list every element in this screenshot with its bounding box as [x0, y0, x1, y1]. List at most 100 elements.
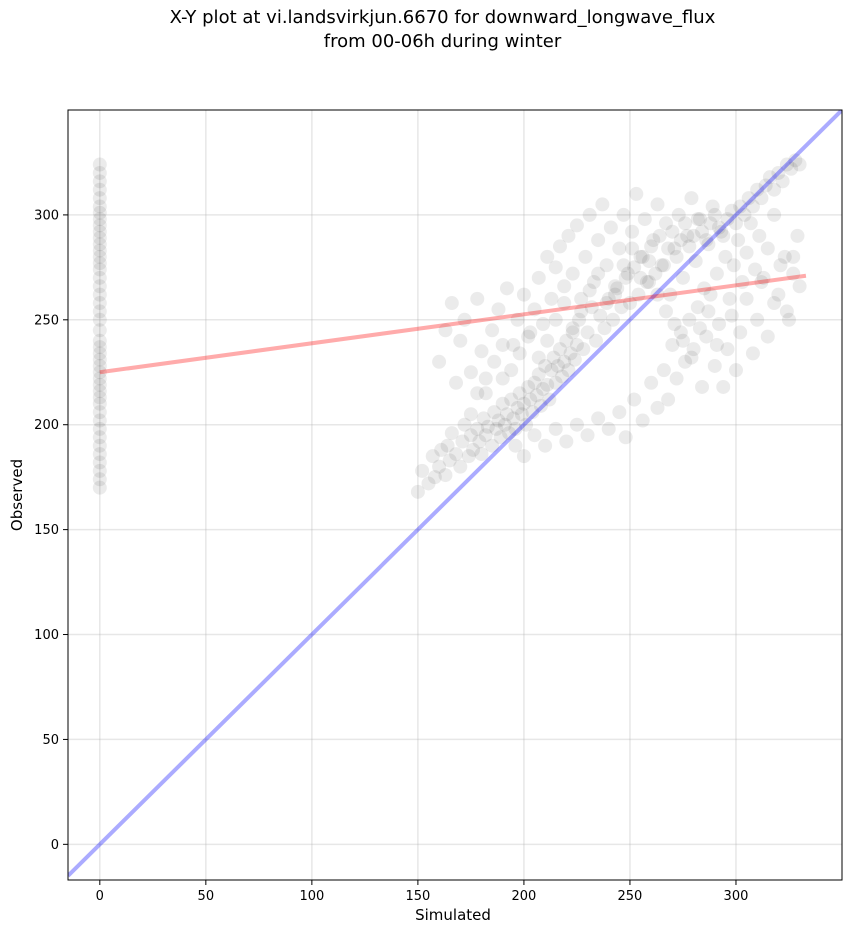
data-point	[663, 287, 678, 302]
data-point	[788, 153, 803, 168]
data-point	[565, 321, 580, 336]
data-point	[773, 258, 788, 273]
data-point	[586, 275, 601, 290]
data-point	[750, 312, 765, 327]
data-point	[622, 296, 637, 311]
data-point	[650, 287, 665, 302]
data-point	[470, 386, 485, 401]
data-point	[692, 212, 707, 227]
data-point	[449, 447, 464, 462]
data-point	[525, 405, 540, 420]
y-tick-label: 250	[34, 313, 59, 328]
data-point	[656, 258, 671, 273]
data-point	[92, 421, 107, 436]
x-tick-label: 0	[96, 889, 104, 904]
data-point	[449, 375, 464, 390]
data-point	[603, 220, 618, 235]
data-point	[499, 281, 514, 296]
data-point	[478, 428, 493, 443]
y-tick-label: 0	[51, 838, 59, 853]
data-point	[561, 228, 576, 243]
data-point	[92, 396, 107, 411]
data-point	[506, 337, 521, 352]
data-point	[735, 275, 750, 290]
data-point	[695, 224, 710, 239]
data-point	[701, 304, 716, 319]
data-point	[731, 233, 746, 248]
data-point	[716, 228, 731, 243]
y-tick-label: 300	[34, 208, 59, 223]
data-point	[739, 245, 754, 260]
data-point	[699, 233, 714, 248]
x-tick-label: 150	[405, 889, 430, 904]
data-point	[756, 270, 771, 285]
data-point	[779, 304, 794, 319]
data-point	[92, 243, 107, 258]
data-point	[777, 249, 792, 264]
data-point	[758, 178, 773, 193]
data-point	[728, 216, 743, 231]
x-tick-label: 200	[512, 889, 537, 904]
data-point	[531, 270, 546, 285]
data-point	[605, 312, 620, 327]
data-point	[92, 224, 107, 239]
data-point	[574, 291, 589, 306]
data-point	[739, 291, 754, 306]
data-point	[584, 300, 599, 315]
data-point	[453, 459, 468, 474]
data-point	[92, 413, 107, 428]
data-point	[745, 199, 760, 214]
data-point	[642, 275, 657, 290]
data-point	[737, 207, 752, 222]
data-point	[92, 447, 107, 462]
data-point	[92, 480, 107, 495]
data-point	[720, 342, 735, 357]
data-point	[646, 233, 661, 248]
data-point	[686, 228, 701, 243]
data-point	[504, 392, 519, 407]
data-point	[516, 287, 531, 302]
data-point	[724, 308, 739, 323]
data-point	[499, 407, 514, 422]
data-point	[675, 270, 690, 285]
data-point	[559, 333, 574, 348]
data-point	[675, 333, 690, 348]
data-point	[673, 325, 688, 340]
data-point	[567, 352, 582, 367]
data-point	[775, 174, 790, 189]
data-point	[521, 379, 536, 394]
data-point	[667, 317, 682, 332]
data-point	[427, 470, 442, 485]
data-point	[595, 197, 610, 212]
data-point	[544, 291, 559, 306]
data-point	[550, 358, 565, 373]
data-point	[714, 224, 729, 239]
data-point	[557, 279, 572, 294]
data-point	[750, 182, 765, 197]
data-point	[712, 220, 727, 235]
data-point	[582, 207, 597, 222]
data-point	[552, 342, 567, 357]
data-point	[733, 325, 748, 340]
data-point	[597, 321, 612, 336]
data-point	[502, 426, 517, 441]
data-point	[784, 161, 799, 176]
data-point	[701, 237, 716, 252]
data-point	[718, 249, 733, 264]
data-point	[688, 254, 703, 269]
data-point	[521, 329, 536, 344]
data-point	[561, 363, 576, 378]
data-point	[92, 390, 107, 405]
data-point	[489, 421, 504, 436]
data-point	[665, 337, 680, 352]
data-point	[563, 346, 578, 361]
data-point	[741, 191, 756, 206]
data-point	[690, 212, 705, 227]
data-point	[629, 186, 644, 201]
data-point	[559, 434, 574, 449]
data-point	[425, 449, 440, 464]
data-point	[92, 165, 107, 180]
data-point	[455, 434, 470, 449]
data-point	[682, 239, 697, 254]
data-point	[92, 191, 107, 206]
